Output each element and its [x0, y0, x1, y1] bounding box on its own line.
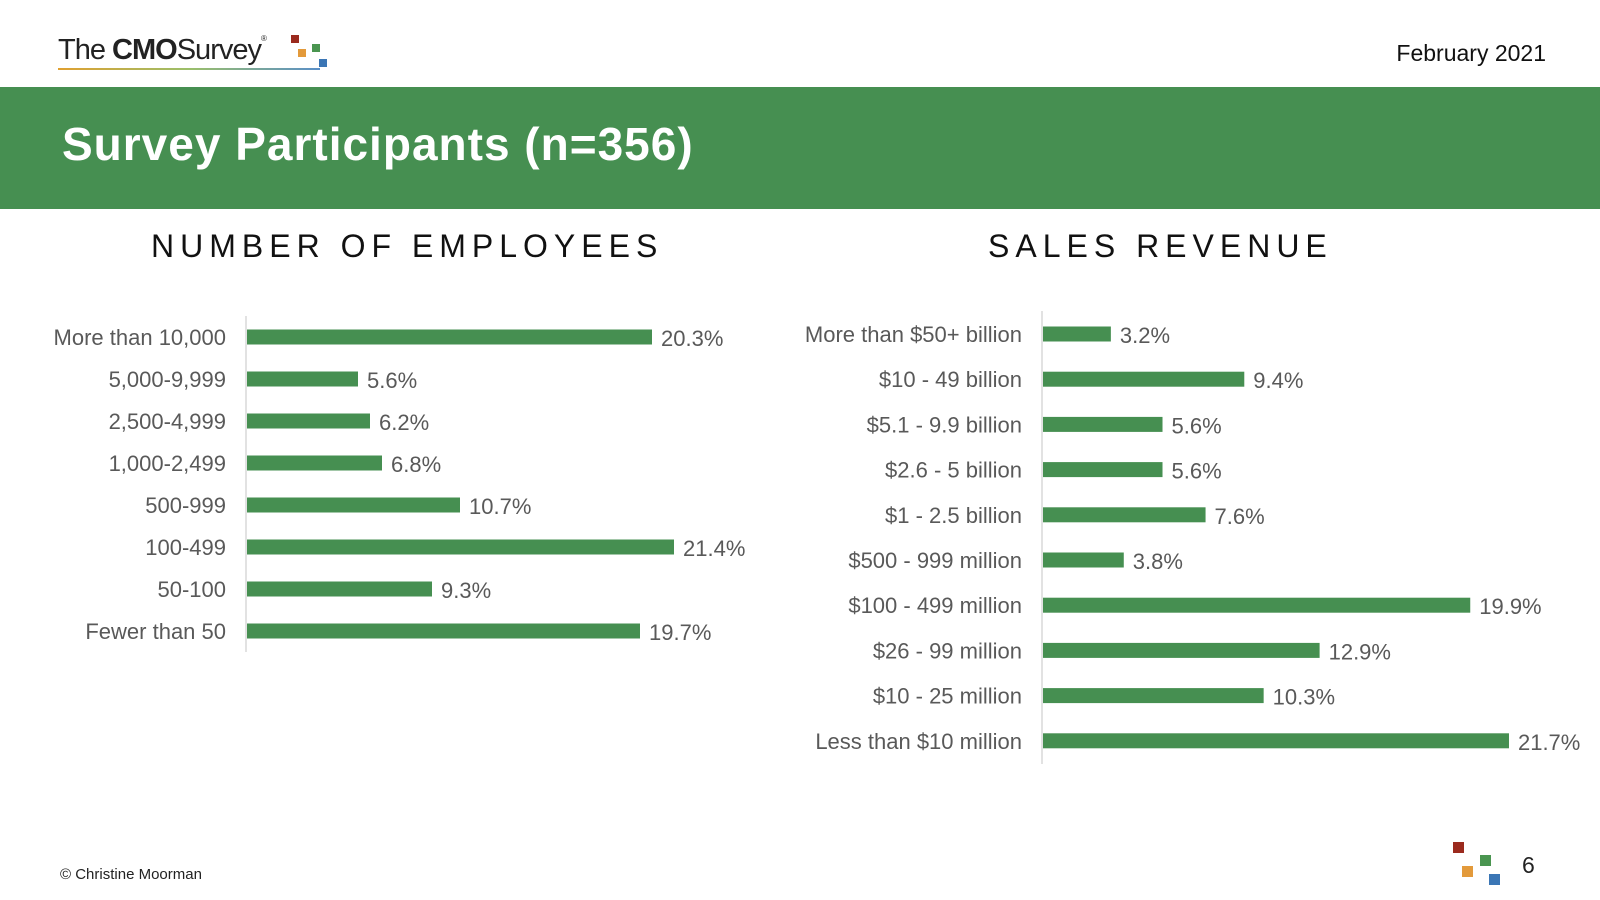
bar	[1043, 326, 1111, 342]
logo-survey: Survey	[176, 34, 262, 66]
data-label: 10.3%	[1273, 685, 1335, 710]
bar	[247, 623, 640, 639]
footer-square-green-icon	[1480, 855, 1491, 866]
category-label: Fewer than 50	[85, 619, 226, 644]
revenue-chart-title: SALES REVENUE	[988, 228, 1333, 264]
logo-square-orange-icon	[298, 49, 306, 57]
data-label: 6.2%	[379, 410, 429, 435]
page-number: 6	[1522, 852, 1535, 878]
category-label: $5.1 - 9.9 billion	[867, 412, 1022, 437]
category-label: 500-999	[145, 493, 226, 518]
employees-chart-title: NUMBER OF EMPLOYEES	[151, 228, 664, 264]
logo-square-red-icon	[291, 35, 299, 43]
category-label: More than $50+ billion	[805, 322, 1022, 347]
category-label: 1,000-2,499	[109, 451, 226, 476]
category-label: $26 - 99 million	[873, 638, 1022, 663]
bar	[247, 413, 370, 429]
bar	[247, 371, 358, 387]
bar	[1043, 371, 1245, 387]
data-label: 20.3%	[661, 326, 723, 351]
footer-square-orange-icon	[1462, 866, 1473, 877]
data-label: 6.8%	[391, 452, 441, 477]
bar	[1043, 688, 1264, 704]
category-label: $10 - 25 million	[873, 684, 1022, 709]
category-label: $10 - 49 billion	[879, 367, 1022, 392]
data-label: 5.6%	[1172, 459, 1222, 484]
data-label: 12.9%	[1329, 639, 1391, 664]
logo-registered-mark: ®	[260, 34, 267, 43]
category-label: $100 - 499 million	[848, 593, 1022, 618]
data-label: 19.9%	[1479, 594, 1541, 619]
bar	[1043, 507, 1206, 523]
category-label: 50-100	[157, 577, 226, 602]
report-date: February 2021	[1396, 40, 1546, 66]
logo-cmo: CMO	[112, 34, 178, 66]
footer-square-blue-icon	[1489, 874, 1500, 885]
bar	[247, 581, 432, 597]
data-label: 5.6%	[367, 368, 417, 393]
category-label: Less than $10 million	[815, 729, 1022, 754]
bar	[247, 539, 674, 555]
bar	[1043, 416, 1163, 432]
category-label: 100-499	[145, 535, 226, 560]
bar	[1043, 733, 1509, 749]
category-label: $2.6 - 5 billion	[885, 458, 1022, 483]
logo-wordmark: The CMOSurvey®	[58, 34, 267, 67]
category-label: 2,500-4,999	[109, 409, 226, 434]
bar	[1043, 552, 1124, 568]
data-label: 19.7%	[649, 620, 711, 645]
logo-underline	[58, 68, 320, 70]
data-label: 9.4%	[1253, 368, 1303, 393]
bar	[1043, 642, 1320, 658]
data-label: 10.7%	[469, 494, 531, 519]
copyright-text: © Christine Moorman	[60, 866, 202, 883]
logo-square-green-icon	[312, 44, 320, 52]
data-label: 3.2%	[1120, 323, 1170, 348]
bar	[1043, 462, 1163, 478]
category-label: $1 - 2.5 billion	[885, 503, 1022, 528]
footer-square-red-icon	[1453, 842, 1464, 853]
data-label: 9.3%	[441, 578, 491, 603]
bar	[247, 329, 652, 345]
title-banner: Survey Participants (n=356)	[0, 87, 1600, 209]
employees-bar-chart: More than 10,000 20.3% 5,000-9,999 5.6% 2,50…	[54, 316, 745, 652]
bar	[247, 497, 460, 513]
bar	[247, 455, 382, 471]
page-title: Survey Participants (n=356)	[62, 118, 694, 170]
data-label: 7.6%	[1215, 504, 1265, 529]
data-label: 21.7%	[1518, 730, 1580, 755]
logo-square-blue-icon	[319, 59, 327, 67]
data-label: 5.6%	[1172, 413, 1222, 438]
revenue-bar-chart: More than $50+ billion 3.2% $10 - 49 billi…	[805, 311, 1580, 764]
category-label: $500 - 999 million	[848, 548, 1022, 573]
logo-the: The	[58, 34, 106, 66]
category-label: 5,000-9,999	[109, 367, 226, 392]
data-label: 21.4%	[683, 536, 745, 561]
category-label: More than 10,000	[54, 325, 226, 350]
bar	[1043, 597, 1471, 613]
data-label: 3.8%	[1133, 549, 1183, 574]
